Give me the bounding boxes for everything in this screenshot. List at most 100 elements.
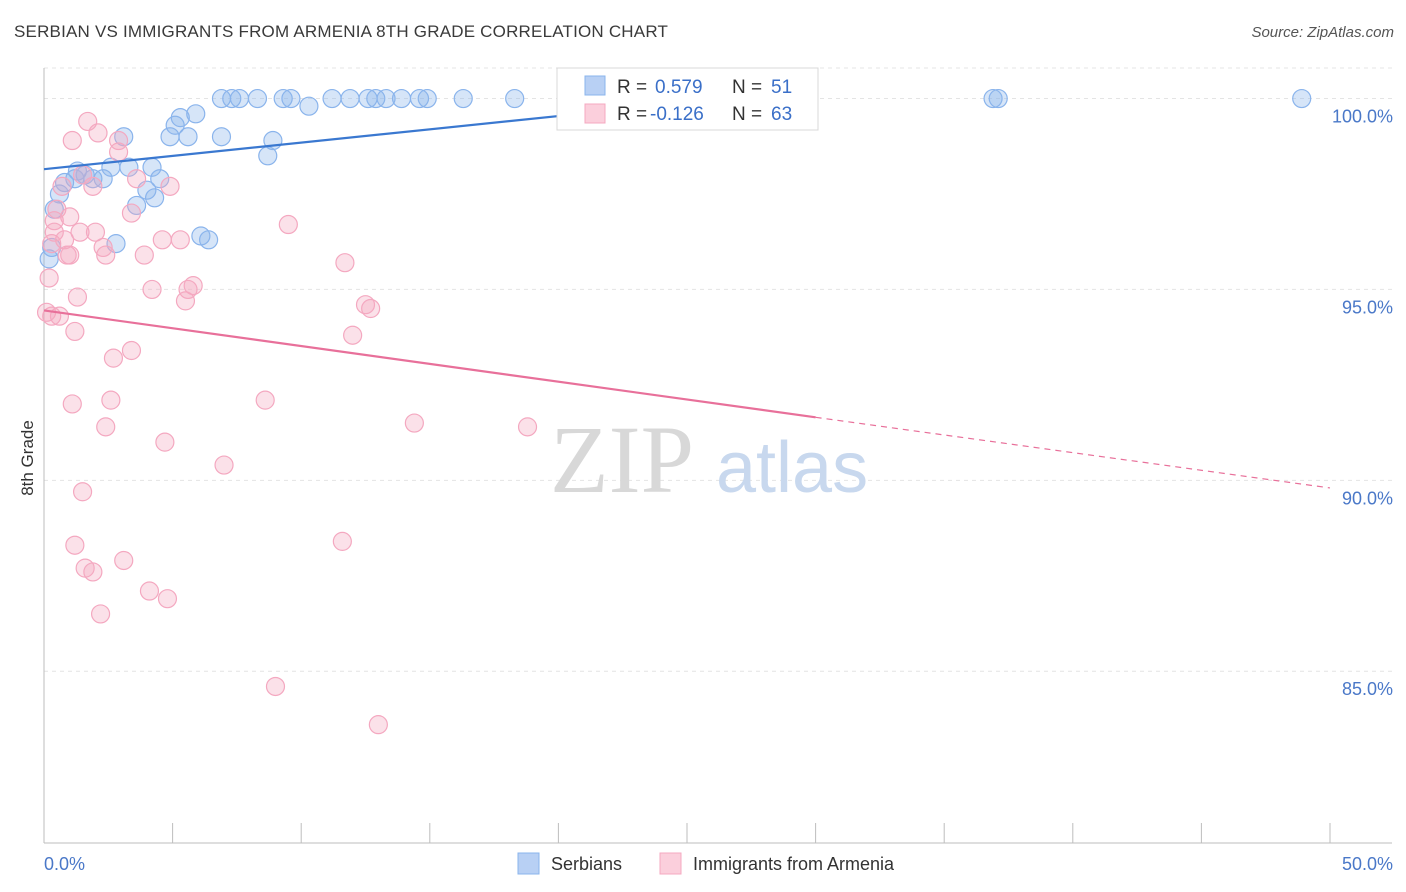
legend-r-value-1: 0.579	[655, 77, 703, 98]
serbians-point-43	[417, 88, 437, 109]
watermark-zip: ZIP	[550, 406, 694, 513]
armenia-point-8	[52, 176, 72, 196]
source-label: Source: ZipAtlas.com	[1251, 24, 1394, 41]
bottom-legend-label-armenia: Immigrants from Armenia	[693, 854, 895, 874]
serbians-point-49	[988, 88, 1008, 109]
armenia-point-20	[72, 482, 93, 502]
armenia-point-30	[96, 417, 116, 437]
bottom-legend-swatch-serbians	[517, 852, 540, 875]
armenia-point-7	[49, 306, 70, 326]
armenia-point-39	[134, 245, 154, 265]
serbians-point-26	[211, 127, 232, 147]
armenia-point-43	[155, 432, 175, 452]
trend-line-armenia-extension	[815, 416, 1331, 489]
armenia-point-28	[93, 237, 113, 258]
serbians-point-12	[114, 127, 134, 147]
y-tick-label-0: 100.0%	[1332, 107, 1393, 127]
armenia-point-17	[65, 321, 85, 342]
serbians-point-41	[391, 88, 412, 109]
serbians-point-40	[376, 88, 396, 109]
y-tick-labels: 100.0% 95.0% 90.0% 85.0%	[1332, 107, 1393, 700]
serbians-point-0	[39, 249, 59, 269]
armenia-point-53	[278, 214, 298, 235]
legend-swatch-serbians	[584, 75, 606, 96]
data-points	[36, 88, 1312, 735]
armenia-point-33	[108, 130, 129, 151]
serbians-point-3	[49, 184, 70, 204]
armenia-point-11	[60, 245, 80, 265]
armenia-point-1	[39, 268, 59, 288]
trend-line-armenia	[43, 309, 816, 419]
serbians-point-50	[1292, 88, 1312, 109]
armenia-point-44	[157, 589, 178, 609]
armenia-point-42	[152, 230, 172, 250]
serbians-point-28	[222, 88, 242, 109]
armenia-point-34	[108, 142, 129, 162]
armenia-point-45	[160, 176, 180, 196]
armenia-point-46	[170, 230, 190, 250]
armenia-point-37	[121, 203, 142, 223]
armenia-point-36	[121, 340, 142, 361]
armenia-point-52	[265, 676, 286, 697]
armenia-point-24	[83, 176, 103, 196]
legend-swatch-armenia	[584, 103, 606, 124]
armenia-point-38	[126, 169, 147, 189]
serbians-point-48	[983, 88, 1003, 109]
armenia-point-49	[183, 276, 203, 296]
armenia-point-47	[175, 291, 196, 311]
bottom-legend-label-serbians: Serbians	[551, 854, 622, 874]
serbians-point-34	[281, 88, 301, 109]
serbians-point-45	[505, 88, 525, 109]
serbians-point-17	[144, 188, 165, 208]
armenia-point-48	[178, 279, 198, 300]
armenia-point-60	[404, 413, 424, 433]
armenia-point-50	[214, 455, 234, 475]
x-tick-label-1: 50.0%	[1342, 854, 1393, 874]
armenia-point-13	[62, 130, 82, 151]
armenia-point-56	[343, 325, 363, 345]
armenia-point-41	[142, 279, 162, 300]
x-tick-label-0: 0.0%	[44, 854, 85, 874]
armenia-point-58	[361, 298, 381, 319]
armenia-point-40	[139, 581, 160, 601]
serbians-point-25	[199, 230, 219, 250]
serbians-point-39	[366, 88, 386, 109]
armenia-point-25	[85, 222, 106, 242]
serbians-point-18	[150, 169, 170, 189]
armenia-point-51	[255, 390, 275, 410]
watermark-atlas: atlas	[716, 428, 868, 508]
bottom-legend-swatch-armenia	[659, 852, 682, 875]
y-tick-label-1: 95.0%	[1342, 297, 1393, 317]
chart-title: SERBIAN VS IMMIGRANTS FROM ARMENIA 8TH G…	[14, 22, 669, 41]
armenia-point-59	[368, 715, 388, 735]
legend-r-value-2: -0.126	[650, 104, 704, 125]
armenia-point-32	[103, 348, 124, 368]
armenia-point-18	[70, 222, 90, 242]
legend-n-value-2: 63	[771, 104, 792, 125]
serbians-point-30	[247, 88, 268, 109]
armenia-point-23	[83, 562, 103, 582]
serbians-point-8	[83, 169, 103, 189]
serbians-point-36	[322, 88, 342, 109]
serbians-point-42	[409, 88, 430, 109]
armenia-point-29	[96, 245, 116, 265]
armenia-point-35	[114, 550, 134, 571]
armenia-point-4	[44, 211, 64, 231]
x-tick-labels: 0.0% 50.0%	[44, 854, 1393, 874]
serbians-point-23	[186, 104, 206, 124]
armenia-point-57	[355, 295, 376, 315]
armenia-point-12	[60, 207, 80, 227]
armenia-point-54	[332, 531, 352, 551]
armenia-point-55	[335, 253, 355, 273]
armenia-point-31	[101, 390, 121, 410]
serbians-point-21	[170, 108, 190, 128]
armenia-point-3	[42, 234, 62, 254]
y-tick-label-3: 85.0%	[1342, 679, 1393, 699]
serbians-point-13	[119, 157, 139, 177]
legend-n-label-1: N =	[732, 77, 762, 98]
serbians-point-9	[93, 169, 113, 189]
armenia-point-16	[67, 287, 88, 307]
serbians-point-35	[299, 96, 319, 116]
armenia-point-9	[54, 230, 75, 250]
